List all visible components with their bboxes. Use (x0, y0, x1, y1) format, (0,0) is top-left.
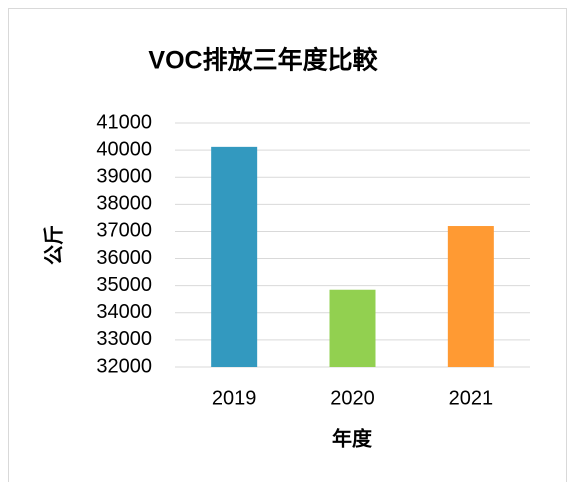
y-tick-label: 37000 (96, 220, 152, 242)
y-tick-label: 40000 (96, 138, 152, 160)
bar (211, 146, 258, 367)
y-tick-label: 38000 (96, 193, 152, 215)
x-axis-label: 年度 (332, 426, 373, 450)
x-tick-label: 2021 (449, 387, 494, 409)
bar (447, 226, 494, 367)
y-tick-label: 39000 (96, 166, 152, 188)
y-tick-label: 35000 (96, 274, 152, 296)
bar (329, 289, 376, 367)
y-tick-label: 33000 (96, 328, 152, 350)
chart-border (8, 8, 567, 482)
y-tick-label: 34000 (96, 301, 152, 323)
x-tick-label: 2019 (212, 387, 257, 409)
y-tick-label: 36000 (96, 247, 152, 269)
chart-title: VOC排放三年度比較 (148, 46, 378, 75)
y-tick-label: 41000 (96, 111, 152, 133)
y-tick-label: 32000 (96, 355, 152, 377)
x-tick-label: 2020 (330, 387, 375, 409)
y-axis-label: 公斤 (42, 225, 65, 265)
